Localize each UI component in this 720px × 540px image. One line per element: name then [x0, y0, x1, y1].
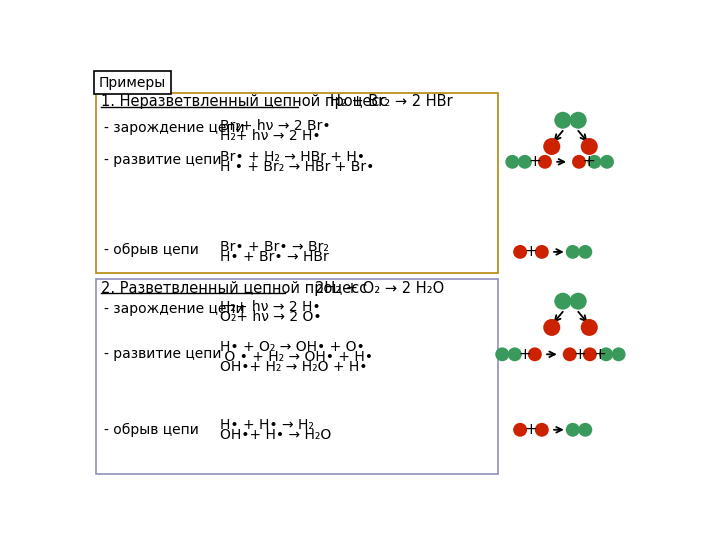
Text: 2. Разветвленный цепной процесс: 2. Разветвленный цепной процесс [101, 281, 367, 295]
Text: 2H₂ + O₂ → 2 H₂O: 2H₂ + O₂ → 2 H₂O [315, 281, 444, 295]
Circle shape [513, 245, 527, 259]
Circle shape [543, 319, 560, 336]
Text: H• + O₂ → OH• + O•: H• + O₂ → OH• + O• [220, 340, 365, 354]
Text: - обрыв цепи: - обрыв цепи [104, 423, 199, 437]
Circle shape [528, 347, 542, 361]
Text: - развитие цепи: - развитие цепи [104, 347, 222, 361]
Circle shape [554, 112, 572, 129]
Text: Примеры: Примеры [99, 76, 166, 90]
Circle shape [495, 347, 509, 361]
Circle shape [599, 347, 613, 361]
Circle shape [566, 245, 580, 259]
Circle shape [554, 293, 572, 309]
Text: H• + H• → H₂: H• + H• → H₂ [220, 418, 314, 432]
Circle shape [505, 155, 519, 168]
Text: H₂+ hν → 2 H•: H₂+ hν → 2 H• [220, 130, 321, 144]
FancyBboxPatch shape [96, 92, 498, 273]
Text: OH•+ H₂ → H₂O + H•: OH•+ H₂ → H₂O + H• [220, 360, 368, 374]
Circle shape [566, 423, 580, 437]
Circle shape [583, 347, 597, 361]
Text: +: + [582, 154, 595, 170]
Circle shape [600, 155, 614, 168]
Circle shape [513, 423, 527, 437]
Text: Br• + H₂ → HBr + H•: Br• + H₂ → HBr + H• [220, 150, 365, 164]
Text: Br₂+ hν → 2 Br•: Br₂+ hν → 2 Br• [220, 119, 330, 133]
Circle shape [578, 245, 593, 259]
Text: +: + [528, 154, 541, 170]
FancyBboxPatch shape [96, 279, 498, 475]
Text: 1. Неразветвленный цепной процесс: 1. Неразветвленный цепной процесс [101, 94, 387, 109]
Text: H• + Br• → HBr: H• + Br• → HBr [220, 251, 329, 264]
Text: - зарождение цепи: - зарождение цепи [104, 121, 245, 135]
Circle shape [535, 245, 549, 259]
Text: O • + H₂ → OH• + H•: O • + H₂ → OH• + H• [220, 349, 373, 363]
Text: H • + Br₂ → HBr + Br•: H • + Br₂ → HBr + Br• [220, 160, 374, 174]
Text: O₂+ hν → 2 O•: O₂+ hν → 2 O• [220, 309, 322, 323]
Text: +: + [525, 422, 537, 437]
Circle shape [588, 155, 601, 168]
Text: +: + [525, 245, 537, 259]
Text: Br• + Br• → Br₂: Br• + Br• → Br₂ [220, 240, 329, 254]
Circle shape [508, 347, 522, 361]
Text: - развитие цепи: - развитие цепи [104, 153, 222, 167]
Text: - зарождение цепи: - зарождение цепи [104, 302, 245, 316]
Circle shape [581, 138, 598, 155]
Circle shape [612, 347, 626, 361]
Circle shape [563, 347, 577, 361]
Circle shape [570, 112, 587, 129]
Circle shape [535, 423, 549, 437]
Circle shape [538, 155, 552, 168]
Text: OH•+ H• → H₂O: OH•+ H• → H₂O [220, 428, 331, 442]
Circle shape [578, 423, 593, 437]
Text: +: + [593, 347, 606, 362]
Text: - обрыв цепи: - обрыв цепи [104, 244, 199, 258]
Circle shape [518, 155, 532, 168]
Circle shape [543, 138, 560, 155]
Text: +: + [518, 347, 531, 362]
Text: H₂+ hν → 2 H•: H₂+ hν → 2 H• [220, 300, 321, 314]
Circle shape [581, 319, 598, 336]
Text: H₂ + Br₂ → 2 HBr: H₂ + Br₂ → 2 HBr [330, 94, 453, 109]
Text: +: + [573, 347, 586, 362]
Circle shape [572, 155, 586, 168]
Circle shape [570, 293, 587, 309]
